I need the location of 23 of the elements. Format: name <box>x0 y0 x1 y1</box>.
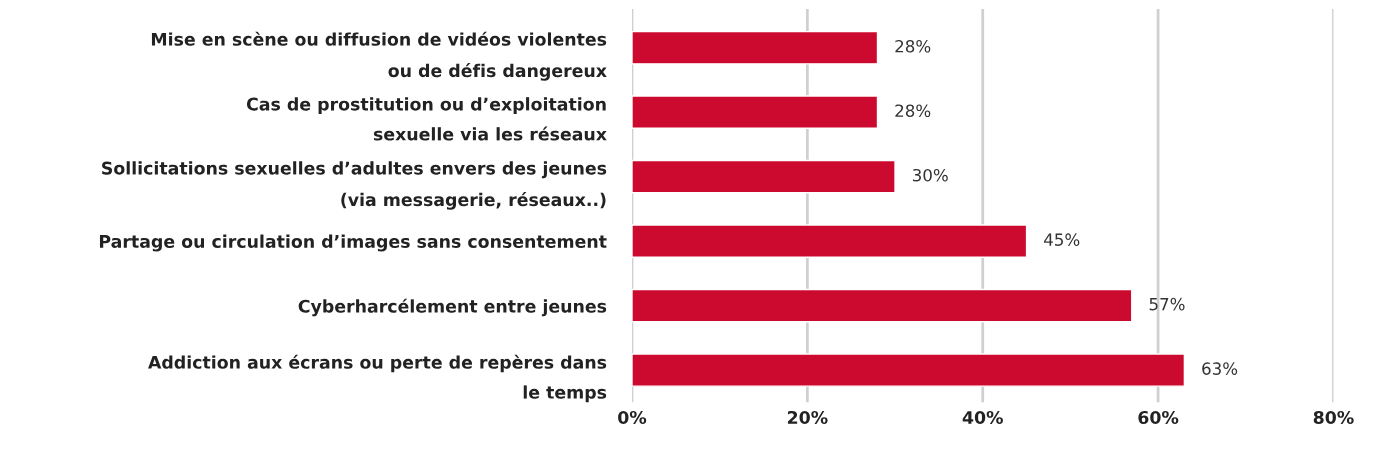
bar <box>631 159 896 194</box>
y-tick-label: Sollicitations sexuelles d’adultes envers des jeunes (via messagerie, réseaux..) <box>102 161 607 210</box>
x-tick-label: 0% <box>618 410 647 425</box>
y-tick-label: Cas de prostitution ou d’exploitation sexuelle via les réseaux <box>246 97 607 141</box>
data-label: 63% <box>1202 362 1238 375</box>
y-tick-label: Addiction aux écrans ou perte de repères dans le temps <box>148 354 607 403</box>
data-label: 30% <box>912 168 948 182</box>
bar <box>631 224 1028 258</box>
data-label: 57% <box>1149 297 1185 311</box>
bar <box>631 353 1186 387</box>
x-tick-label: 80% <box>1313 410 1354 425</box>
data-label: 28% <box>895 39 931 53</box>
data-label: 45% <box>1044 233 1080 246</box>
y-tick-label: Cyberharcélement entre jeunes <box>298 298 607 317</box>
x-tick-label: 60% <box>1138 410 1179 425</box>
y-tick-label: Mise en scène ou diffusion de vidéos violentes ou de défis dangereux <box>151 31 607 81</box>
bar <box>631 95 879 129</box>
x-tick-label: 20% <box>787 410 828 425</box>
data-label: 28% <box>895 104 931 118</box>
y-tick-label: Partage ou circulation d’images sans consentement <box>99 234 607 252</box>
bar <box>631 288 1133 323</box>
x-tick-label: 40% <box>962 410 1003 425</box>
bar <box>631 30 879 65</box>
